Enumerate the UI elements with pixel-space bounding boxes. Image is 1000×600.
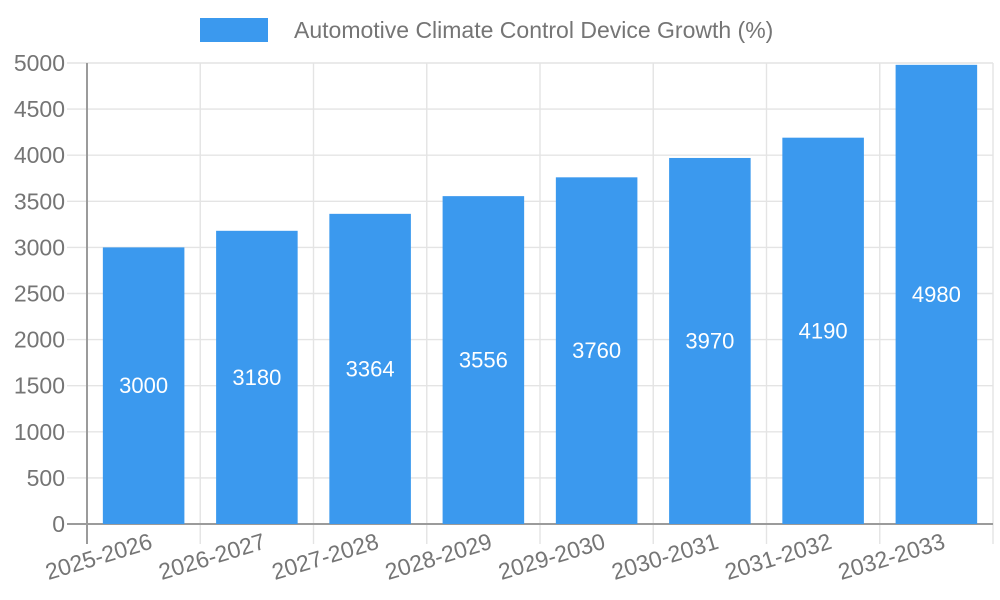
bar-value-label: 4980 <box>912 282 961 307</box>
chart-legend[interactable]: Automotive Climate Control Device Growth… <box>200 16 773 44</box>
x-axis-tick-label: 2029-2030 <box>495 528 608 585</box>
y-axis-tick-label: 2000 <box>14 327 65 353</box>
x-axis-tick-label: 2027-2028 <box>269 528 382 585</box>
bar[interactable] <box>216 230 298 524</box>
y-axis-tick-label: 4000 <box>14 142 65 168</box>
bar-value-label: 3364 <box>346 356 395 381</box>
x-axis-tick-label: 2032-2033 <box>835 528 948 585</box>
legend-label: Automotive Climate Control Device Growth… <box>294 16 774 43</box>
y-axis-tick-label: 5000 <box>14 50 65 76</box>
y-axis-tick-label: 3500 <box>14 188 65 214</box>
bar[interactable] <box>442 196 525 525</box>
bar-value-label: 3556 <box>459 348 508 373</box>
y-axis-tick-label: 4500 <box>14 96 65 122</box>
y-axis-tick-label: 3000 <box>14 234 65 260</box>
bar[interactable] <box>895 64 978 525</box>
bar[interactable] <box>329 213 411 524</box>
x-axis-tick-label: 2028-2029 <box>382 528 495 585</box>
bar-value-label: 4190 <box>799 318 848 343</box>
bar-value-label: 3180 <box>232 365 281 390</box>
bar[interactable] <box>102 247 185 524</box>
bar[interactable] <box>555 177 638 524</box>
y-axis-tick-label: 1000 <box>14 419 65 445</box>
y-axis-tick-label: 1500 <box>14 373 65 399</box>
bar[interactable] <box>669 157 751 524</box>
x-axis-tick-label: 2030-2031 <box>609 528 722 585</box>
x-axis-tick-label: 2031-2032 <box>722 528 835 585</box>
bar-value-label: 3000 <box>119 373 168 398</box>
x-axis-tick-label: 2026-2027 <box>156 528 269 585</box>
y-axis-tick-label: 500 <box>27 465 65 491</box>
y-axis-tick-label: 0 <box>52 511 65 537</box>
bar[interactable] <box>782 137 864 524</box>
y-axis-tick-label: 2500 <box>14 281 65 307</box>
legend-swatch <box>200 18 268 42</box>
bar-value-label: 3970 <box>685 328 734 353</box>
bar-value-label: 3760 <box>572 338 621 363</box>
